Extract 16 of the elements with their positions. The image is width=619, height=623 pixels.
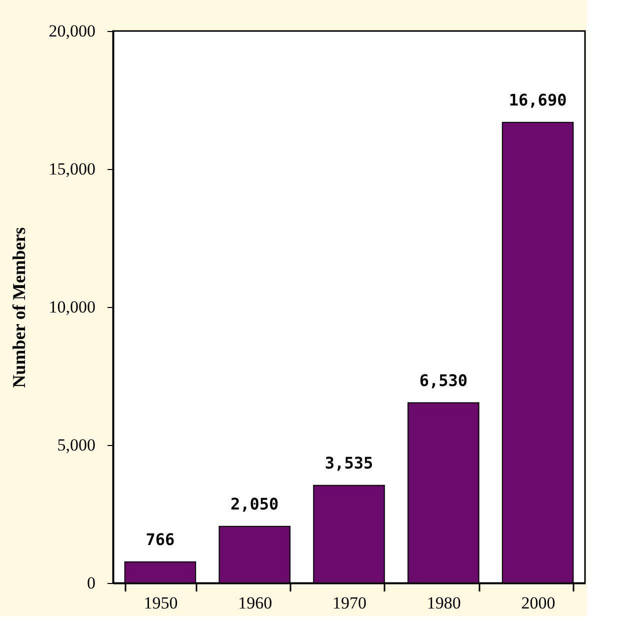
y-axis-title: Number of Members xyxy=(8,227,29,388)
data-label: 3,535 xyxy=(324,453,374,472)
x-tick-label: 1970 xyxy=(332,594,366,612)
y-tick-label: 5,000 xyxy=(57,436,96,454)
x-tick-label: 1960 xyxy=(238,594,272,612)
y-tick-label: 0 xyxy=(87,574,96,592)
data-label: 766 xyxy=(146,530,175,549)
x-tick-label: 2000 xyxy=(521,594,556,612)
y-tick-label: 20,000 xyxy=(48,22,96,40)
data-label: 2,050 xyxy=(230,494,279,514)
data-label: 16,690 xyxy=(508,90,567,110)
x-tick-label: 1950 xyxy=(144,594,178,612)
y-tick-label: 15,000 xyxy=(48,160,96,178)
x-tick-label: 1980 xyxy=(426,594,461,612)
data-label: 6,530 xyxy=(419,370,468,390)
y-tick-label: 10,000 xyxy=(48,298,96,316)
